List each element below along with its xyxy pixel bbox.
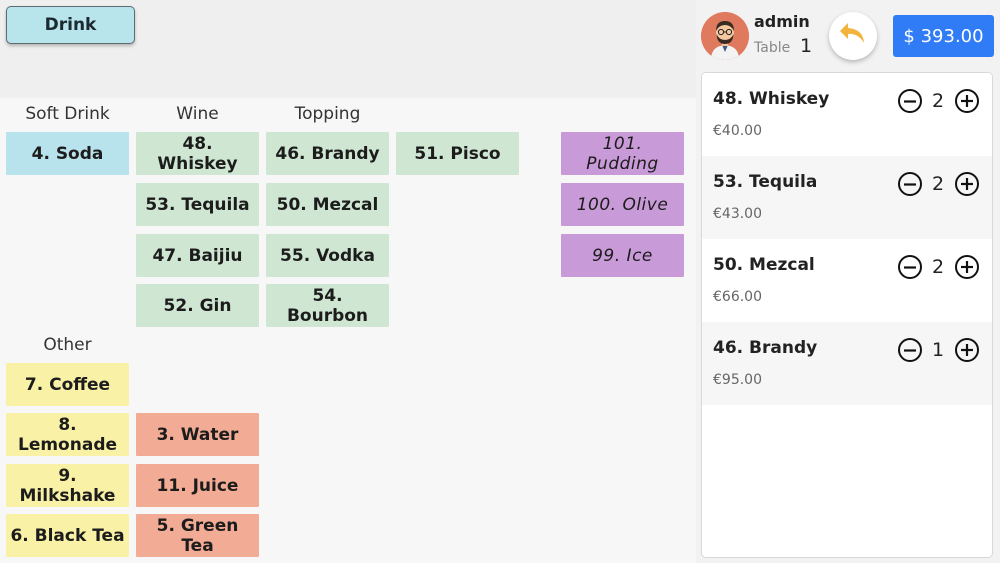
minus-circle-icon[interactable] (898, 255, 922, 279)
minus-circle-icon[interactable] (898, 338, 922, 362)
order-item[interactable]: 53. Tequila €43.00 2 (702, 156, 992, 239)
order-item-qty: 2 (931, 90, 945, 112)
order-item-qty: 2 (931, 173, 945, 195)
order-item-price: €95.00 (713, 372, 762, 388)
product-tile[interactable]: 52. Gin (136, 284, 259, 327)
order-item[interactable]: 50. Mezcal €66.00 2 (702, 239, 992, 322)
product-tile[interactable]: 50. Mezcal (266, 183, 389, 226)
table-label: Table (754, 40, 791, 56)
order-item-qty: 1 (931, 339, 945, 361)
product-tile[interactable]: 101. Pudding (561, 132, 684, 175)
product-tile[interactable]: 47. Baijiu (136, 234, 259, 277)
product-tile[interactable]: 8. Lemonade (6, 413, 129, 456)
order-item-price: €66.00 (713, 289, 762, 305)
user-avatar-icon[interactable] (701, 12, 749, 60)
order-item-name: 48. Whiskey (713, 89, 830, 109)
order-list: 48. Whiskey €40.00 2 53. Tequila €43.00 … (701, 72, 993, 558)
category-other: Other (43, 335, 92, 355)
product-tile[interactable]: 55. Vodka (266, 234, 389, 277)
user-name: admin (754, 12, 810, 31)
order-item-name: 53. Tequila (713, 172, 818, 192)
product-tile[interactable]: 53. Tequila (136, 183, 259, 226)
minus-circle-icon[interactable] (898, 89, 922, 113)
product-tile[interactable]: 11. Juice (136, 464, 259, 507)
minus-circle-icon[interactable] (898, 172, 922, 196)
product-tile[interactable]: 99. Ice (561, 234, 684, 277)
product-tile[interactable]: 48. Whiskey (136, 132, 259, 175)
product-tile[interactable]: 51. Pisco (396, 132, 519, 175)
drink-category-button[interactable]: Drink (6, 6, 135, 44)
product-tile[interactable]: 3. Water (136, 413, 259, 456)
plus-circle-icon[interactable] (955, 338, 979, 362)
plus-circle-icon[interactable] (955, 255, 979, 279)
product-tile[interactable]: 4. Soda (6, 132, 129, 175)
undo-arrow-icon (838, 21, 868, 51)
order-item-name: 50. Mezcal (713, 255, 815, 275)
order-item[interactable]: 46. Brandy €95.00 1 (702, 322, 992, 405)
undo-button[interactable] (829, 12, 877, 60)
product-tile[interactable]: 5. Green Tea (136, 514, 259, 557)
order-item-name: 46. Brandy (713, 338, 818, 358)
table-number: 1 (800, 35, 813, 57)
order-item[interactable]: 48. Whiskey €40.00 2 (702, 73, 992, 156)
category-soft-drink: Soft Drink (25, 104, 110, 124)
product-tile[interactable]: 9. Milkshake (6, 464, 129, 507)
total-button[interactable]: $ 393.00 (893, 15, 994, 57)
category-wine: Wine (176, 104, 219, 124)
order-item-price: €40.00 (713, 123, 762, 139)
product-area: Drink Soft Drink Wine Topping Other 4. S… (6, 6, 684, 557)
plus-circle-icon[interactable] (955, 89, 979, 113)
product-tile[interactable]: 46. Brandy (266, 132, 389, 175)
plus-circle-icon[interactable] (955, 172, 979, 196)
order-item-price: €43.00 (713, 206, 762, 222)
order-item-qty: 2 (931, 256, 945, 278)
product-tile[interactable]: 6. Black Tea (6, 514, 129, 557)
product-tile[interactable]: 100. Olive (561, 183, 684, 226)
product-tile[interactable]: 54. Bourbon (266, 284, 389, 327)
category-topping: Topping (294, 104, 361, 124)
product-tile[interactable]: 7. Coffee (6, 363, 129, 406)
